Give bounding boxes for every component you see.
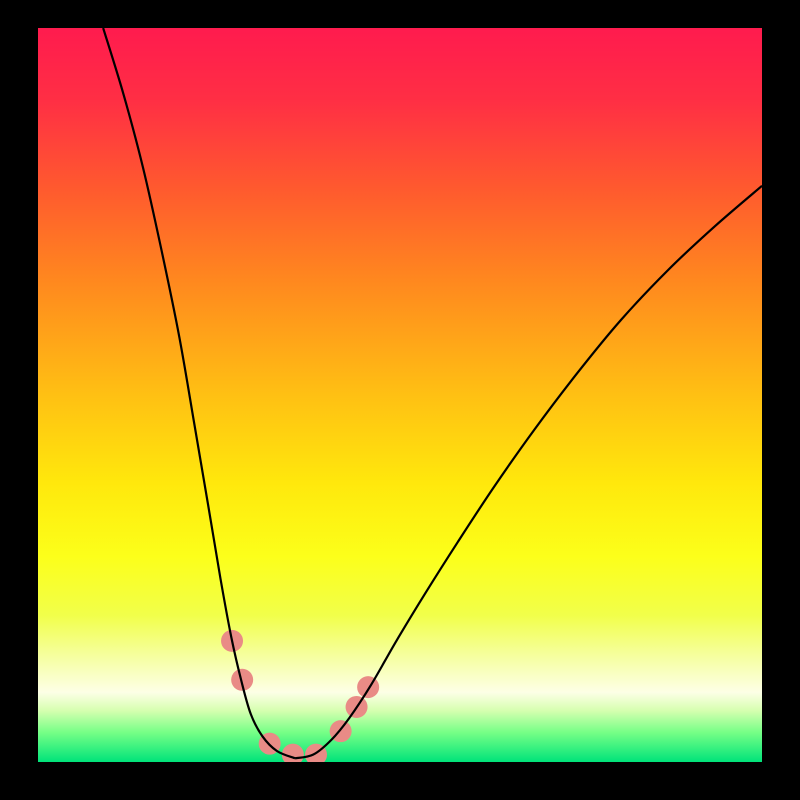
bottleneck-marker xyxy=(357,676,379,698)
plot-background xyxy=(38,28,762,762)
chart-container: TheBottleneck.com xyxy=(0,0,800,800)
chart-svg xyxy=(0,0,800,800)
